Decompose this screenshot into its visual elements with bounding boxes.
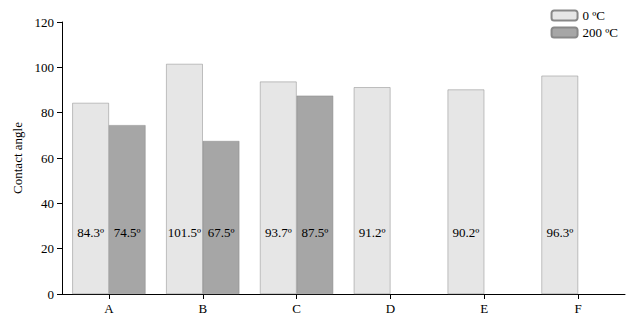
svg-text:84.3º: 84.3º: [77, 225, 104, 240]
svg-text:120: 120: [35, 15, 55, 30]
svg-text:96.3º: 96.3º: [546, 225, 573, 240]
svg-text:0 ºC: 0 ºC: [583, 8, 605, 23]
svg-text:D: D: [386, 301, 395, 316]
svg-text:20: 20: [41, 241, 54, 256]
svg-text:40: 40: [41, 196, 54, 211]
svg-text:F: F: [574, 301, 581, 316]
svg-text:A: A: [104, 301, 114, 316]
svg-text:60: 60: [41, 151, 54, 166]
svg-text:100: 100: [35, 60, 55, 75]
svg-text:80: 80: [41, 105, 54, 120]
svg-text:200 ºC: 200 ºC: [583, 25, 618, 40]
svg-text:74.5º: 74.5º: [114, 225, 141, 240]
svg-text:93.7º: 93.7º: [265, 225, 292, 240]
svg-text:101.5º: 101.5º: [168, 225, 201, 240]
svg-text:0: 0: [48, 287, 55, 302]
svg-text:67.5º: 67.5º: [208, 225, 235, 240]
svg-text:90.2º: 90.2º: [453, 225, 480, 240]
svg-text:B: B: [198, 301, 207, 316]
svg-text:E: E: [480, 301, 488, 316]
svg-text:91.2º: 91.2º: [359, 225, 386, 240]
svg-text:87.5º: 87.5º: [301, 225, 328, 240]
svg-text:C: C: [292, 301, 301, 316]
svg-text:Contact angle: Contact angle: [10, 122, 25, 194]
